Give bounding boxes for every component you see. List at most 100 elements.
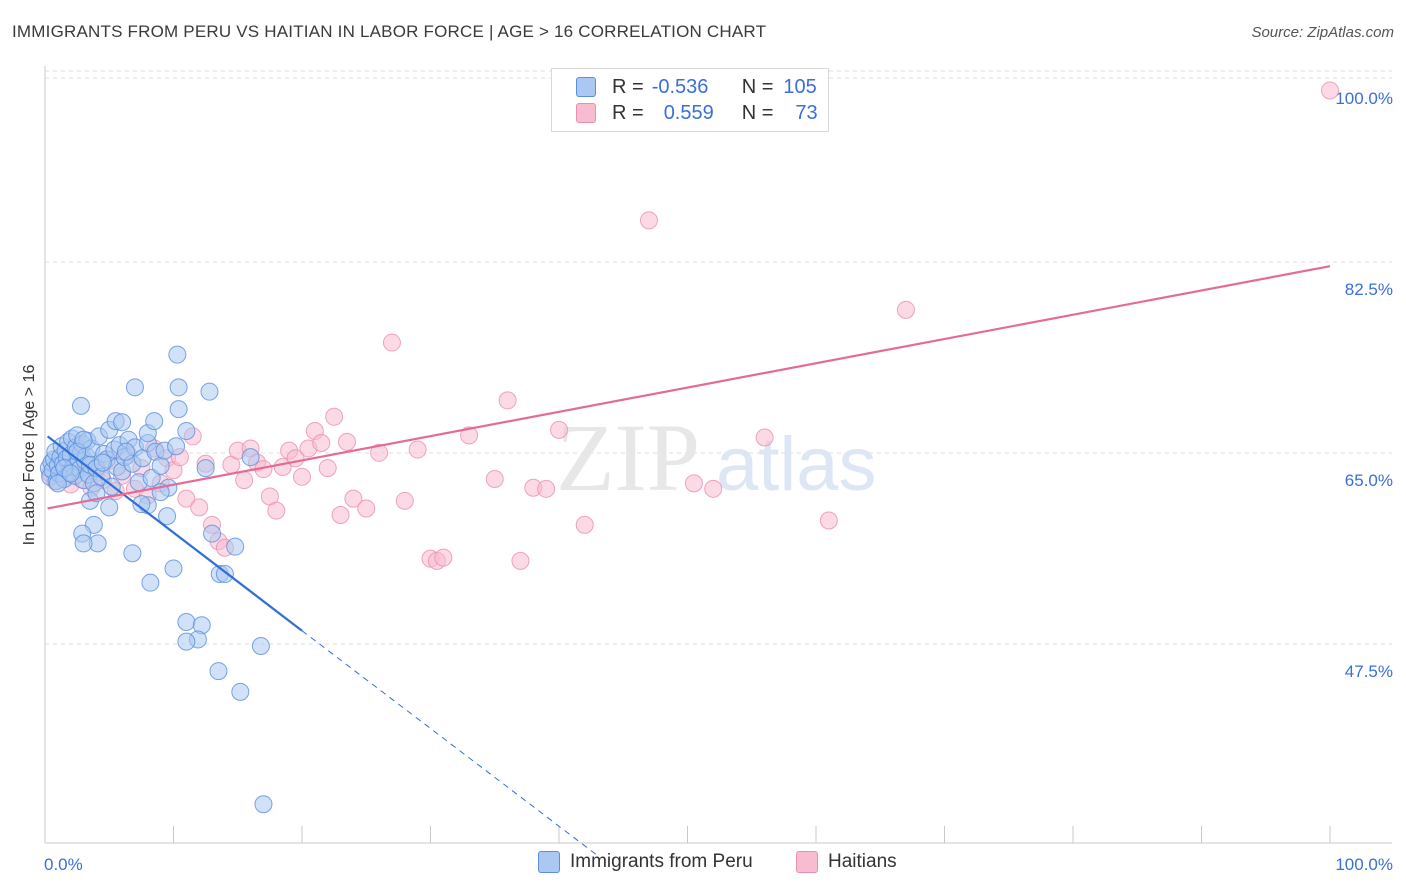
haitian-point: [684, 474, 703, 493]
haitian-point: [395, 491, 414, 510]
trend-layer: [46, 265, 1331, 856]
haitian-point: [344, 489, 363, 508]
haitian-point: [511, 551, 530, 570]
haitian-point: [537, 479, 556, 498]
peru-point: [168, 345, 187, 364]
haitian-point: [460, 426, 479, 445]
r-value: 0.559: [663, 101, 714, 124]
haitian-point: [896, 300, 915, 319]
peru-point: [177, 632, 196, 651]
peru-swatch: [576, 77, 596, 97]
y-axis-label: In Labor Force | Age > 16: [21, 364, 38, 546]
legend-item-haitians[interactable]: Haitians: [796, 851, 897, 873]
haitian-point: [325, 407, 344, 426]
peru-point: [132, 495, 151, 514]
peru-point: [116, 442, 135, 461]
haitians-swatch: [576, 103, 596, 123]
peru-point: [113, 413, 132, 432]
peru-point: [177, 612, 196, 631]
peru-point: [100, 498, 119, 517]
haitian-point: [575, 515, 594, 534]
haitian-point: [485, 470, 504, 488]
peru-point: [145, 412, 164, 431]
haitian-point: [293, 467, 311, 486]
peru-point: [48, 474, 67, 493]
peru-point: [125, 378, 144, 397]
peru-trend-line: [46, 435, 303, 632]
n-value: 73: [795, 101, 818, 124]
peru-point: [151, 456, 170, 475]
source-label: Source: ZipAtlas.com: [1251, 24, 1394, 41]
peru-point: [209, 662, 228, 681]
haitian-point: [382, 333, 401, 352]
legend-row-haitians: R = 0.559 N = 73: [576, 101, 818, 125]
n-label: N =: [741, 75, 774, 98]
peru-point: [141, 573, 160, 592]
peru-point: [142, 468, 161, 487]
haitian-point: [357, 499, 376, 518]
haitian-point: [370, 443, 389, 462]
chart-title: IMMIGRANTS FROM PERU VS HAITIAN IN LABOR…: [12, 22, 767, 41]
peru-point: [158, 507, 177, 526]
watermark-atlas: atlas: [716, 422, 877, 507]
peru-point: [169, 378, 188, 397]
watermark: ZIP atlas: [556, 404, 877, 511]
haitians-legend-label: Haitians: [828, 851, 897, 872]
haitian-point: [267, 501, 286, 520]
haitian-point: [434, 548, 453, 567]
y-tick-label: 65.0%: [1345, 471, 1393, 490]
x-tick-label: 0.0%: [44, 855, 83, 874]
watermark-zip: ZIP: [556, 404, 700, 511]
grid-layer: [45, 70, 1392, 645]
haitian-point: [819, 511, 838, 530]
peru-point: [177, 421, 196, 440]
peru-point: [200, 382, 219, 401]
peru-point: [61, 464, 80, 483]
peru-point: [123, 544, 142, 563]
haitian-point: [639, 211, 658, 230]
peru-point: [241, 448, 260, 467]
points-layer: [39, 81, 1339, 814]
peru-point: [203, 524, 222, 543]
haitians-legend-swatch: [796, 851, 818, 873]
haitian-point: [190, 498, 209, 517]
haitian-point: [408, 440, 427, 459]
r-value: -0.536: [651, 75, 709, 98]
haitian-point: [312, 433, 331, 452]
haitian-point: [331, 506, 350, 525]
peru-point: [231, 682, 250, 701]
peru-point: [226, 537, 245, 556]
y-tick-label: 100.0%: [1335, 89, 1393, 108]
haitian-point: [177, 489, 196, 508]
y-tick-label: 82.5%: [1345, 280, 1393, 299]
r-label: R =: [612, 101, 644, 124]
peru-point: [169, 400, 188, 419]
legend-row-peru: R = -0.536 N = 105: [576, 75, 817, 99]
haitian-point: [704, 479, 723, 498]
peru-point: [93, 453, 112, 472]
haitian-point: [498, 391, 517, 410]
axis-layer: 100.0% 82.5% 65.0% 47.5% 0.0% 100.0%: [44, 66, 1393, 874]
haitian-trend-line: [47, 265, 1331, 510]
y-tick-label: 47.5%: [1345, 662, 1393, 681]
peru-point: [71, 396, 90, 415]
n-label: N =: [741, 101, 774, 124]
peru-point: [74, 534, 93, 553]
haitian-point: [337, 432, 356, 451]
haitian-point: [235, 471, 254, 490]
n-value: 105: [783, 75, 817, 98]
peru-point: [196, 459, 215, 478]
peru-point: [167, 437, 186, 456]
peru-point: [254, 795, 273, 814]
peru-legend-swatch: [538, 851, 560, 873]
peru-legend-label: Immigrants from Peru: [570, 851, 753, 872]
legend-item-peru[interactable]: Immigrants from Peru: [538, 851, 753, 873]
peru-point: [251, 636, 270, 655]
x-tick-label: 100.0%: [1335, 855, 1393, 874]
stats-legend: R = -0.536 N = 105 R = 0.559 N = 73: [551, 68, 829, 132]
haitian-point: [755, 428, 774, 447]
haitian-point: [1321, 81, 1339, 100]
peru-point: [74, 430, 93, 449]
haitian-point: [550, 420, 568, 439]
